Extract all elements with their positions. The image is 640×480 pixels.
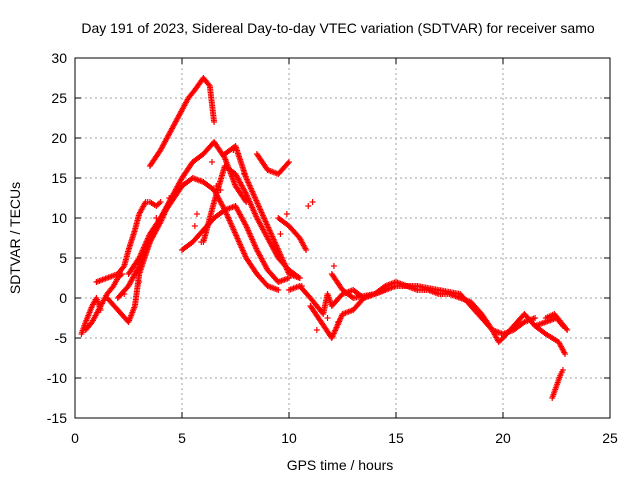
data-point (213, 183, 220, 189)
data-point (298, 283, 305, 289)
y-tick-label: 10 (51, 210, 67, 226)
data-point (324, 315, 331, 321)
y-tick-label: -15 (47, 410, 67, 426)
data-point (191, 223, 198, 229)
data-point (564, 327, 571, 333)
y-tick-label: 20 (51, 130, 67, 146)
data-point (275, 287, 282, 293)
data-point (335, 319, 342, 325)
x-axis-title: GPS time / hours (287, 457, 394, 473)
data-point (211, 119, 218, 125)
y-tick-label: -10 (47, 370, 67, 386)
y-tick-label: 0 (59, 290, 67, 306)
data-point (136, 279, 143, 285)
data-point (330, 263, 337, 269)
x-tick-label: 15 (388, 430, 404, 446)
data-point (284, 160, 291, 167)
data-point (305, 203, 312, 209)
x-tick-label: 10 (281, 430, 297, 446)
data-point (121, 291, 128, 297)
data-point (559, 367, 566, 373)
data-point (205, 81, 212, 88)
data-point (157, 199, 164, 205)
chart-title: Day 191 of 2023, Sidereal Day-to-day VTE… (81, 20, 594, 36)
y-tick-label: 5 (59, 250, 67, 266)
data-point (277, 231, 284, 237)
data-point (166, 195, 173, 201)
data-points (78, 75, 571, 401)
data-point (286, 159, 292, 165)
y-tick-label: 25 (51, 90, 67, 106)
data-point (303, 247, 310, 253)
data-point (208, 159, 215, 165)
data-point (230, 147, 237, 153)
axis-ticks: 0 5 10 15 20 25 30 25 20 15 10 5 0 -5 -10 -15 (47, 50, 618, 446)
data-point (283, 211, 290, 217)
y-tick-label: 15 (51, 170, 67, 186)
y-axis-title: SDTVAR / TECUs (7, 182, 23, 294)
data-point (563, 325, 570, 332)
grid (75, 58, 610, 418)
data-point (296, 275, 303, 281)
data-point (193, 211, 200, 217)
x-tick-label: 25 (602, 430, 618, 446)
data-point (217, 187, 224, 193)
data-point (532, 315, 539, 321)
data-point (309, 199, 316, 205)
data-point (562, 351, 569, 357)
x-tick-label: 0 (71, 430, 79, 446)
data-point (198, 239, 205, 245)
y-tick-label: -5 (55, 330, 68, 346)
plot-frame (74, 57, 611, 419)
y-tick-label: 30 (51, 50, 67, 66)
data-point (313, 327, 320, 333)
x-tick-label: 20 (495, 430, 511, 446)
x-tick-label: 5 (178, 430, 186, 446)
data-point (241, 171, 248, 177)
data-point (153, 215, 160, 221)
